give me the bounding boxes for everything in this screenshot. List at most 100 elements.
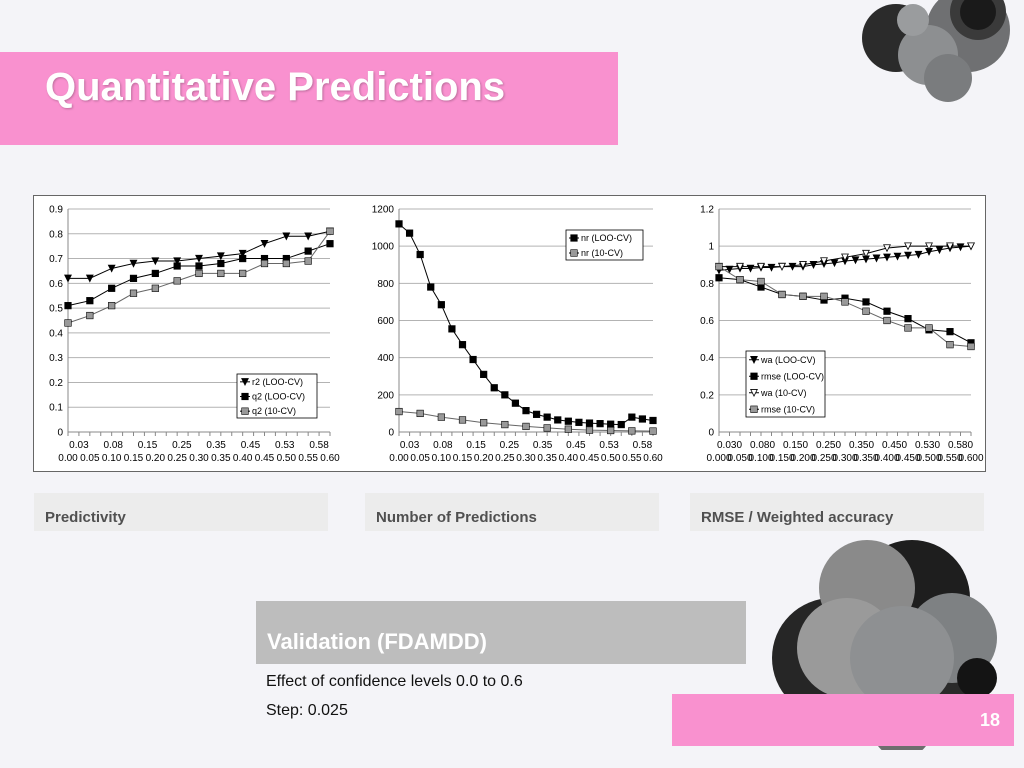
legend-label: wa (10-CV)	[760, 388, 807, 398]
legend-label: q2 (LOO-CV)	[252, 392, 305, 402]
legend-label: nr (LOO-CV)	[581, 233, 632, 243]
y-tick-label: 0.6	[700, 316, 714, 327]
y-tick-label: 0	[57, 428, 63, 439]
x-tick-label-top: 0.58	[633, 440, 653, 451]
x-tick-label: 0.350	[853, 453, 878, 464]
data-point	[195, 254, 203, 263]
x-tick-label-top: 0.580	[948, 440, 973, 451]
data-point	[326, 240, 334, 248]
title-banner: Quantitative Predictions	[0, 52, 618, 145]
x-tick-label-top: 0.25	[500, 440, 520, 451]
data-point	[617, 420, 625, 429]
data-point	[925, 242, 933, 251]
note-step: Step: 0.025	[266, 702, 348, 719]
data-point	[490, 384, 498, 392]
y-tick-label: 400	[377, 353, 394, 364]
x-tick-label-top: 0.45	[241, 440, 261, 451]
x-tick-label: 0.05	[80, 453, 100, 464]
x-tick-label-top: 0.03	[69, 440, 89, 451]
x-tick-label-top: 0.58	[309, 440, 329, 451]
y-tick-label: 0.2	[49, 378, 63, 389]
legend-box	[565, 229, 644, 261]
data-point	[195, 262, 203, 270]
data-point	[437, 413, 445, 421]
data-point	[628, 427, 636, 435]
data-point	[395, 220, 403, 228]
x-tick-label: 0.000	[706, 453, 731, 464]
data-point	[585, 426, 594, 434]
legend-label: wa (LOO-CV)	[760, 355, 816, 365]
x-tick-label: 0.05	[410, 453, 430, 464]
data-point	[458, 341, 467, 349]
x-tick-label: 0.550	[937, 453, 962, 464]
data-point	[416, 409, 424, 418]
data-point	[543, 413, 551, 421]
x-tick-label-top: 0.15	[466, 440, 486, 451]
data-point	[607, 420, 615, 428]
data-point	[883, 253, 891, 262]
data-point	[304, 247, 312, 255]
data-point	[217, 259, 225, 268]
y-tick-label: 800	[377, 279, 394, 290]
data-point	[967, 342, 975, 351]
legend-label: rmse (10-CV)	[761, 404, 815, 414]
data-point	[151, 257, 160, 266]
x-tick-label: 0.20	[146, 453, 166, 464]
data-point	[914, 250, 923, 259]
data-point	[904, 324, 912, 332]
data-point	[86, 297, 94, 305]
data-point	[129, 289, 138, 297]
data-point	[862, 249, 870, 258]
data-point	[946, 328, 954, 336]
note-confidence-levels: Effect of confidence levels 0.0 to 0.6	[266, 673, 523, 690]
data-point	[532, 410, 541, 418]
x-tick-label: 0.50	[601, 453, 621, 464]
x-tick-label: 0.35	[211, 453, 231, 464]
x-tick-label: 0.400	[874, 453, 899, 464]
x-tick-label-top: 0.25	[172, 440, 192, 451]
data-point	[304, 232, 313, 241]
data-point	[585, 419, 594, 427]
y-tick-label: 0.9	[49, 205, 63, 216]
data-point	[260, 239, 269, 248]
y-tick-label: 0	[708, 428, 714, 439]
data-point	[217, 269, 225, 278]
y-tick-label: 1000	[372, 242, 395, 253]
legend-marker	[570, 249, 578, 257]
data-point	[326, 227, 334, 235]
data-point	[282, 232, 291, 241]
data-point	[522, 407, 530, 415]
data-point	[480, 370, 488, 378]
data-point	[64, 319, 72, 327]
data-point	[757, 277, 765, 286]
data-point	[757, 262, 765, 271]
data-point	[893, 252, 902, 261]
molecule-decoration-top	[862, 0, 1010, 102]
data-point	[129, 259, 138, 268]
data-point	[628, 413, 636, 421]
legend-label: rmse (LOO-CV)	[761, 371, 824, 381]
data-point	[649, 427, 657, 435]
x-tick-label-top: 0.030	[717, 440, 742, 451]
y-tick-label: 1200	[372, 205, 395, 216]
predictivity-chart: 0 0.1 0.2 0.3 0.4 0.5 0.6 0.7 0.8 0.9 0.00 0.05 0.10…	[49, 205, 340, 465]
data-point	[778, 290, 786, 299]
data-point	[649, 416, 657, 425]
page-number-badge: 18	[672, 694, 1014, 746]
data-point	[554, 416, 562, 424]
data-point	[820, 257, 828, 266]
x-tick-label: 0.150	[769, 453, 794, 464]
caption-number-of-predictions: Number of Predictions	[365, 493, 659, 531]
data-point	[480, 419, 488, 427]
x-tick-label: 0.500	[916, 453, 941, 464]
data-point	[427, 283, 435, 291]
caption-rmse-weighted-accuracy: RMSE / Weighted accuracy	[690, 493, 984, 531]
legend-label: q2 (10-CV)	[252, 406, 296, 416]
data-point	[883, 316, 891, 325]
data-point	[725, 265, 734, 274]
data-point	[862, 298, 870, 306]
x-tick-label: 0.25	[495, 453, 515, 464]
x-tick-label-top: 0.15	[138, 440, 158, 451]
data-point	[596, 420, 604, 428]
legend-marker	[750, 405, 758, 413]
